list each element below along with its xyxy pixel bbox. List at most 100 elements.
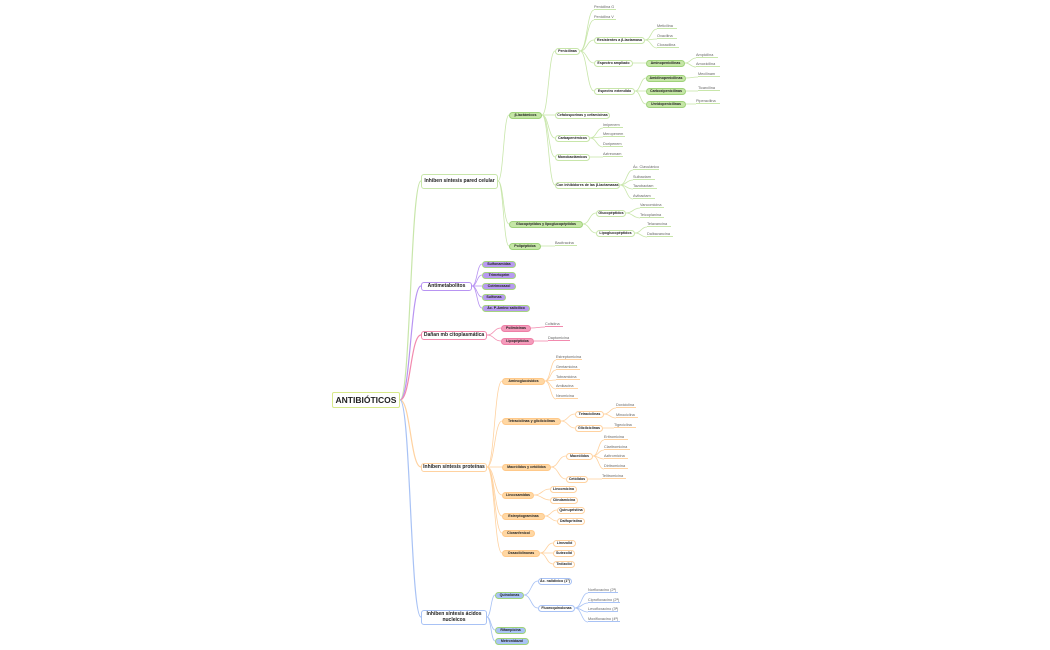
node-lincomicina[interactable]: Lincomicina <box>550 485 577 493</box>
node-cotrimoxazol[interactable]: Cotrimoxazol <box>482 282 516 290</box>
leaf-claritromicina[interactable]: Claritromicina <box>604 444 630 450</box>
root-node[interactable]: ANTIBIÓTICOS <box>332 392 400 408</box>
node-cefalosporinas-y-cefamicinas[interactable]: Cefalosporinas y cefamicinas <box>555 111 610 119</box>
leaf-cloxacilina[interactable]: Cloxacilina <box>657 42 679 48</box>
node-ureidopenicilinas[interactable]: Ureidopenicilinas <box>646 100 686 108</box>
node-lacta-micos[interactable]: β-lactámicos <box>509 111 542 119</box>
node-quinupristina[interactable]: Quinupristina <box>557 506 585 514</box>
node-lincosamidas[interactable]: Lincosamidas <box>502 491 534 499</box>
node-penicilinas[interactable]: Penicilinas <box>555 47 580 55</box>
leaf-minociclina[interactable]: Minociclina <box>616 412 638 418</box>
leaf-meropenem[interactable]: Meropenem <box>603 132 625 137</box>
leaf-doripenem[interactable]: Doripenem <box>603 142 623 147</box>
leaf-sulbactam[interactable]: Sulbactam <box>633 174 655 180</box>
leaf-ciprofloxacino-2[interactable]: Ciprofloxacino (2ª) <box>588 598 620 603</box>
node-antimetabolitos[interactable]: Antimetabolitos <box>421 281 472 291</box>
node-glucope-ptidos-y-lipoglucope-ptidos[interactable]: Glucopéptidos y lipoglucopéptidos <box>509 220 583 228</box>
leaf-ampicilina[interactable]: Ampicilina <box>696 52 718 58</box>
leaf-azitromicina[interactable]: Azitromicina <box>604 453 628 459</box>
leaf-bacitracina[interactable]: Bacitracina <box>555 240 577 246</box>
node-inhiben-si-ntesis-protei-nas[interactable]: Inhiben síntesis proteínas <box>421 462 487 472</box>
leaf-telavancina[interactable]: Telavancina <box>647 221 671 227</box>
leaf-neomicina[interactable]: Neomicina <box>556 393 578 399</box>
node-tetraciclinas[interactable]: Tetraciclinas <box>575 410 604 418</box>
node-a-c-p-amino-salici-lico[interactable]: Ác. P-Amino salicílico <box>482 304 530 312</box>
node-rifampicina[interactable]: Rifampicina <box>495 626 526 634</box>
leaf-doxiciclina[interactable]: Doxiciclina <box>616 403 636 408</box>
leaf-tazobactam[interactable]: Tazobactam <box>633 183 657 189</box>
node-aminopenicilinas[interactable]: Aminopenicilinas <box>646 59 685 67</box>
leaf-daptomicina[interactable]: Daptomicina <box>548 336 570 341</box>
leaf-penicilina-v[interactable]: Penicilina V <box>594 14 616 20</box>
node-dalfopristina[interactable]: Dalfopristina <box>557 517 585 525</box>
leaf-teicoplanina[interactable]: Teicoplanina <box>640 212 664 218</box>
connector <box>497 180 510 247</box>
leaf-tigeciclina[interactable]: Tigeciclina <box>614 422 636 428</box>
leaf-avibactam[interactable]: Avibactam <box>633 193 655 199</box>
node-inhiben-si-ntesis-pared-celular[interactable]: Inhiben síntesis pared celular <box>421 173 498 189</box>
node-tetraciclinas-y-glicilciclinas[interactable]: Tetraciclinas y glicilciclinas <box>502 417 561 425</box>
node-con-inhibidores-de-las-lactamasas[interactable]: Con inhibidores de las β-lactamasas <box>555 181 620 189</box>
leaf-mecilinam[interactable]: Mecilinam <box>698 71 720 77</box>
leaf-norfloxacino-2[interactable]: Norfloxacino (2ª) <box>588 588 618 593</box>
connector <box>550 455 567 468</box>
node-carboxipenicilinas[interactable]: Carboxipenicilinas <box>646 87 686 95</box>
leaf-vancomicina[interactable]: Vancomicina <box>640 202 664 208</box>
leaf-gentamicina[interactable]: Gentamicina <box>556 364 580 370</box>
node-inhiben-si-ntesis-a-cidos-nucleicos[interactable]: Inhiben síntesis ácidos nucleicos <box>421 609 487 625</box>
connector <box>560 420 576 429</box>
leaf-penicilina-g[interactable]: Penicilina G <box>594 5 616 10</box>
leaf-estreptomicina[interactable]: Estreptomicina <box>556 355 582 360</box>
connector <box>634 77 647 92</box>
leaf-telitromicina[interactable]: Telitromicina <box>602 473 626 479</box>
node-glicilciclinas[interactable]: Glicilciclinas <box>575 424 603 432</box>
leaf-aztreonam[interactable]: Aztreonam <box>603 152 623 157</box>
node-macro-lidos[interactable]: Macrólidos <box>566 452 593 460</box>
node-lipope-ptidos[interactable]: Lipopéptidos <box>501 337 534 345</box>
node-dan-an-mb-citoplasma-tica[interactable]: Dañan mb citoplasmática <box>421 330 487 340</box>
node-monobacta-micos[interactable]: Monobactámicos <box>555 153 590 161</box>
leaf-dalbavancina[interactable]: Dalbavancina <box>647 231 673 237</box>
node-oxazolidinonas[interactable]: Oxazolidinonas <box>502 549 540 557</box>
node-sulfonas[interactable]: Sulfonas <box>482 293 506 301</box>
node-sutezolid[interactable]: Sutezolid <box>553 549 575 557</box>
leaf-colistina[interactable]: Colistina <box>545 321 563 327</box>
node-trimetoprim[interactable]: Trimetoprim <box>482 271 516 279</box>
leaf-amikacina[interactable]: Amikacina <box>556 383 578 389</box>
leaf-tobramicina[interactable]: Tobramicina <box>556 374 580 380</box>
node-sulfonamidas[interactable]: Sulfonamidas <box>482 260 516 268</box>
leaf-levofloxacino-3[interactable]: Levofloxacino (3ª) <box>588 607 619 612</box>
leaf-amoxicilina[interactable]: Amoxicilina <box>696 61 720 67</box>
node-metronidazol[interactable]: Metronidazol <box>495 637 529 645</box>
node-fluoroquinolonas[interactable]: Fluoroquinolonas <box>538 604 575 612</box>
node-clindamicina[interactable]: Clindamicina <box>550 496 578 504</box>
node-espectro-ampliado[interactable]: Espectro ampliado <box>594 59 633 67</box>
node-a-c-nalidi-xico-1[interactable]: Ác. nalidíxico (1ª) <box>538 577 572 585</box>
node-aminogluco-sidos[interactable]: Aminoglucósidos <box>502 377 545 385</box>
node-glucope-ptidos[interactable]: Glucopéptidos <box>596 209 626 217</box>
node-macro-lidos-y-ceto-lidos[interactable]: Macrólidos y cetólidos <box>502 463 551 471</box>
node-tedizolid[interactable]: Tedizolid <box>553 560 575 568</box>
leaf-a-c-clavula-nico[interactable]: Ác. Clavulánico <box>633 165 660 170</box>
node-estreptograminas[interactable]: Estreptograminas <box>502 512 545 520</box>
node-polimixinas[interactable]: Polimixinas <box>501 324 531 332</box>
leaf-moxifloxacino-4[interactable]: Moxifloxacino (4ª) <box>588 617 620 622</box>
node-amidinopenicilinas[interactable]: Amidinopenicilinas <box>646 74 686 82</box>
leaf-oxacilina[interactable]: Oxacilina <box>657 33 677 39</box>
leaf-ticarcilina[interactable]: Ticarcilina <box>698 85 720 91</box>
node-ceto-lidos[interactable]: Cetólidos <box>566 475 588 483</box>
node-resistentes-a-lactamasa[interactable]: Resistentes a β-lactamasa <box>594 36 645 44</box>
node-cloranfenicol[interactable]: Cloranfenicol <box>502 529 535 537</box>
leaf-piperacilina[interactable]: Piperacilina <box>696 98 720 104</box>
leaf-diritromicina[interactable]: Diritromicina <box>604 463 628 469</box>
leaf-meticilina[interactable]: Meticilina <box>657 23 677 29</box>
node-polipe-ptidos[interactable]: Polipéptidos <box>509 242 541 250</box>
connector <box>589 137 604 148</box>
node-carbapene-micos[interactable]: Carbapenémicos <box>555 134 590 142</box>
node-linezolid[interactable]: Linezolid <box>553 539 576 547</box>
node-lipoglucope-ptidos[interactable]: Lipoglucopéptidos <box>596 229 635 237</box>
node-quinolonas[interactable]: Quinolonas <box>495 591 524 599</box>
leaf-eritromicina[interactable]: Eritromicina <box>604 434 628 440</box>
leaf-imipenem[interactable]: Imipenem <box>603 122 623 128</box>
node-espectro-extendido[interactable]: Espectro extendido <box>594 87 635 95</box>
